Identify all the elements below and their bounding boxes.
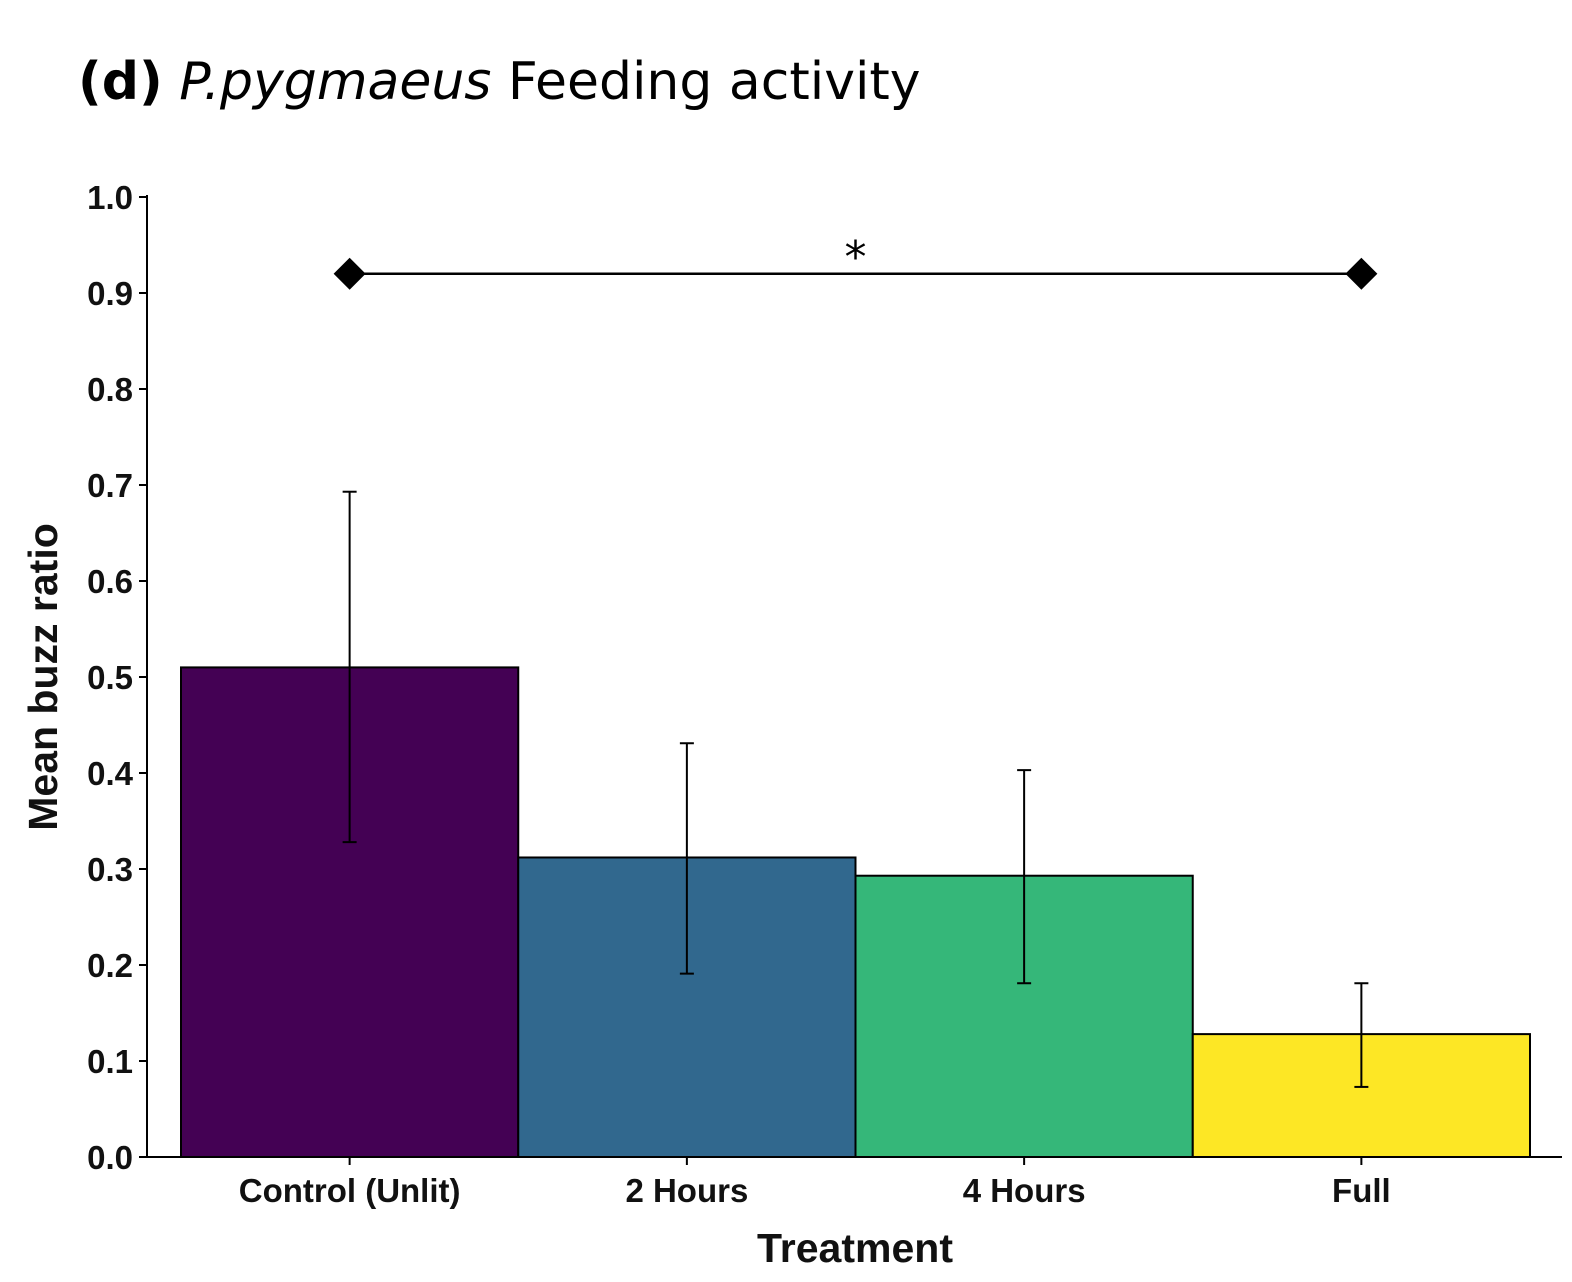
y-tick-label: 0.4 xyxy=(87,755,134,792)
x-tick-label: 2 Hours xyxy=(625,1172,748,1209)
y-axis-label: Mean buzz ratio xyxy=(20,523,66,831)
error-bar-1 xyxy=(342,490,357,844)
x-tick-label: Control (Unlit) xyxy=(239,1172,461,1209)
y-tick-label: 0.1 xyxy=(87,1043,133,1080)
error-bars-group xyxy=(342,490,1369,1088)
x-tick-label: 4 Hours xyxy=(963,1172,1086,1209)
chart-title: (d) P.pygmaeus Feeding activity xyxy=(78,52,921,112)
error-bar-3 xyxy=(1017,769,1032,985)
panel-label: (d) xyxy=(78,52,163,112)
significance-group: * xyxy=(333,232,1378,290)
x-axis-label: Treatment xyxy=(757,1225,953,1271)
y-tick-label: 0.2 xyxy=(87,947,133,984)
y-tick-label: 0.0 xyxy=(87,1139,133,1176)
significance-label: * xyxy=(845,232,867,283)
y-tick-label: 0.5 xyxy=(87,659,133,696)
x-tick-label: Full xyxy=(1332,1172,1391,1209)
y-tick-label: 1.0 xyxy=(87,179,133,216)
axes-group: 0.0 0.1 0.2 0.3 0.4 0.5 0.6 0.7 0.8 0.9 1.0 Control… xyxy=(87,179,1562,1209)
species-name: P.pygmaeus xyxy=(179,52,492,112)
y-tick-label: 0.8 xyxy=(87,371,133,408)
bars-group xyxy=(180,666,1531,1159)
y-tick-label: 0.7 xyxy=(87,467,133,504)
significance-marker-left xyxy=(333,257,366,290)
error-bar-4 xyxy=(1354,982,1369,1088)
y-tick-label: 0.6 xyxy=(87,563,133,600)
y-tick-label: 0.9 xyxy=(87,275,133,312)
title-text: Feeding activity xyxy=(507,52,921,112)
significance-marker-right xyxy=(1345,257,1378,290)
y-tick-label: 0.3 xyxy=(87,851,133,888)
error-bar-2 xyxy=(679,742,694,975)
